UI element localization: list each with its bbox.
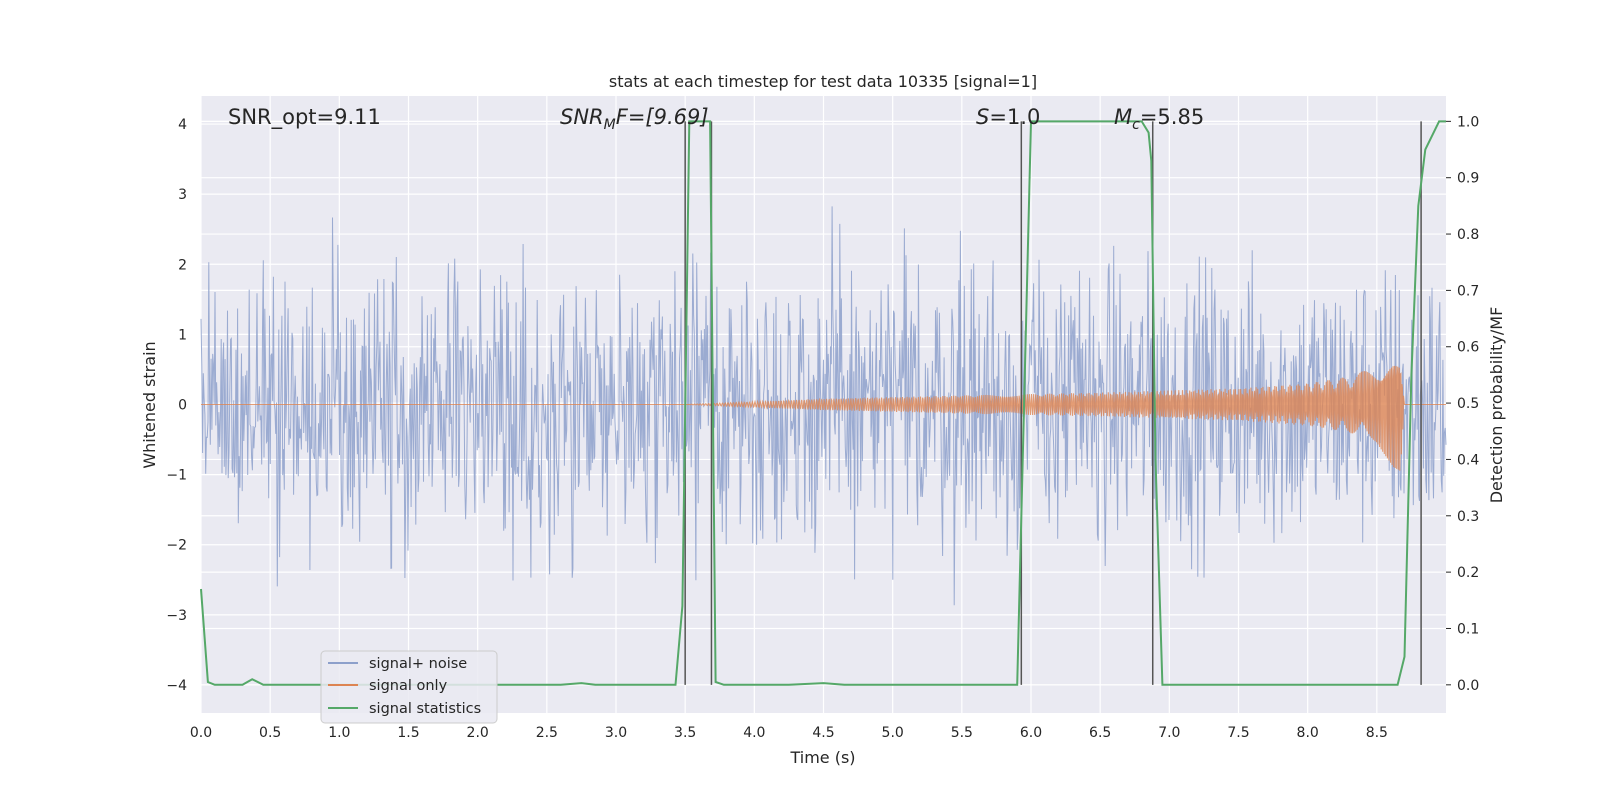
y2-tick-label: 0.0 [1457, 678, 1479, 694]
y2-axis-label: Detection probability/MF [1487, 307, 1506, 504]
annotation-snr-opt: SNR_opt=9.11 [228, 105, 381, 130]
y2-tick-label: 0.8 [1457, 227, 1479, 243]
y-ticks: −4 −3 −2 −1 0 1 2 3 4 [166, 117, 187, 694]
y-tick-label: 3 [178, 187, 187, 203]
x-tick-label: 2.0 [467, 725, 489, 741]
noise-series [200, 206, 1447, 606]
y-tick-label: −2 [166, 538, 187, 554]
signal-series [201, 365, 1446, 471]
y-tick-label: 1 [178, 327, 187, 343]
x-ticks: 0.0 0.5 1.0 1.5 2.0 2.5 3.0 3.5 4.0 4.5 5.0 5.5 6.0 6… [190, 725, 1388, 741]
x-tick-label: 3.5 [674, 725, 696, 741]
chart-title: stats at each timestep for test data 103… [609, 72, 1037, 91]
x-tick-label: 7.0 [1158, 725, 1180, 741]
x-tick-label: 6.0 [1020, 725, 1042, 741]
y2-tick-label: 0.5 [1457, 396, 1479, 412]
y2-tick-label: 0.3 [1457, 509, 1479, 525]
y-tick-label: 2 [178, 257, 187, 273]
annotation-snr-mf: SNRMF=[9.69] [560, 105, 709, 133]
y2-tick-label: 0.6 [1457, 340, 1479, 356]
x-tick-label: 1.0 [328, 725, 350, 741]
stats-line [200, 120, 1446, 686]
legend-label-noise: signal+ noise [369, 656, 467, 672]
y-tick-label: −4 [166, 678, 187, 694]
y-tick-label: 4 [178, 117, 187, 133]
y2-tick-label: 0.7 [1457, 283, 1479, 299]
annotation-mc: Mc=5.85 [1114, 105, 1204, 133]
stats-series [200, 120, 1446, 686]
x-tick-label: 0.5 [259, 725, 281, 741]
x-tick-label: 5.0 [882, 725, 904, 741]
y2-tick-label: 0.9 [1457, 171, 1479, 187]
y2-tick-label: 0.2 [1457, 565, 1479, 581]
signal-line [201, 365, 1446, 471]
y-axis-label: Whitened strain [140, 341, 159, 468]
vertical-markers [684, 121, 1422, 685]
x-tick-label: 2.5 [536, 725, 558, 741]
x-tick-label: 5.5 [951, 725, 973, 741]
x-tick-label: 8.5 [1366, 725, 1388, 741]
x-axis-label: Time (s) [789, 748, 855, 767]
y2-tick-label: 1.0 [1457, 114, 1479, 130]
legend-label-signal: signal only [369, 678, 448, 694]
annotation-s: S=1.0 [976, 105, 1040, 129]
y-tick-label: −1 [166, 468, 187, 484]
legend-label-stats: signal statistics [369, 701, 481, 717]
x-tick-label: 0.0 [190, 725, 212, 741]
x-tick-label: 4.0 [743, 725, 765, 741]
x-tick-label: 8.0 [1297, 725, 1319, 741]
y-tick-label: 0 [178, 398, 187, 414]
x-tick-label: 3.0 [605, 725, 627, 741]
noise-line [200, 206, 1447, 606]
x-tick-label: 1.5 [397, 725, 419, 741]
y2-ticks: 0.0 0.1 0.2 0.3 0.4 0.5 0.6 0.7 0.8 0.9 1.0 [1446, 114, 1479, 694]
legend-box [320, 650, 498, 724]
x-tick-label: 7.5 [1227, 725, 1249, 741]
y2-tick-label: 0.1 [1457, 621, 1479, 637]
x-tick-label: 6.5 [1089, 725, 1111, 741]
y2-tick-label: 0.4 [1457, 452, 1479, 468]
x-tick-label: 4.5 [812, 725, 834, 741]
y-tick-label: −3 [166, 608, 187, 624]
legend: signal+ noise signal only signal statist… [320, 650, 498, 724]
